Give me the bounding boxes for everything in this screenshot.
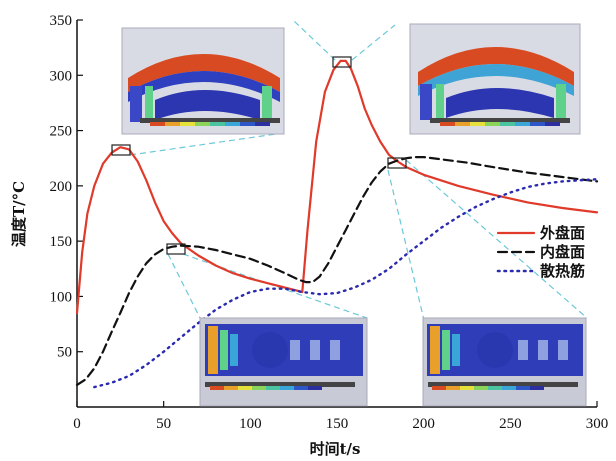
x-tick-label: 250: [499, 416, 522, 432]
y-tick-label: 200: [50, 179, 73, 195]
legend-label-0: 外盘面: [539, 224, 585, 242]
highlight-box-inner2: [387, 157, 407, 169]
inset-render-2: [409, 23, 581, 135]
inset-render-1: [121, 27, 285, 135]
x-tick-label: 200: [412, 416, 435, 432]
inset-render-3: [199, 317, 368, 407]
y-tick-label: 300: [50, 68, 73, 84]
x-axis-title: 时间t/s: [310, 440, 361, 458]
legend-label-1: 内盘面: [540, 243, 585, 261]
x-tick-label: 300: [586, 416, 609, 432]
x-axis: 0 50 100 150 200 250 300: [73, 401, 608, 432]
series-line-1: [75, 156, 599, 386]
y-tick-label: 150: [50, 234, 73, 250]
y-tick-label: 50: [57, 345, 72, 361]
x-tick-label: 150: [326, 416, 349, 432]
x-tick-label: 0: [73, 416, 81, 432]
inset-render-4: [422, 317, 587, 407]
series-layer: [75, 59, 599, 389]
y-tick-label: 350: [50, 13, 73, 29]
y-axis: 50 100 150 200 250 300 350: [50, 13, 83, 361]
legend-label-2: 散热筋: [540, 262, 585, 280]
series-line-0: [75, 59, 599, 315]
highlight-box-peak2: [332, 56, 352, 68]
y-axis-title: 温度T/°C: [10, 181, 28, 247]
highlight-box-inner1: [166, 243, 186, 255]
highlight-box-peak1: [111, 144, 131, 156]
x-tick-label: 100: [239, 416, 262, 432]
x-tick-label: 50: [156, 416, 171, 432]
series-line-2: [93, 178, 599, 389]
highlight-boxes: [111, 56, 407, 255]
y-tick-label: 250: [50, 124, 73, 140]
y-tick-label: 100: [50, 289, 73, 305]
